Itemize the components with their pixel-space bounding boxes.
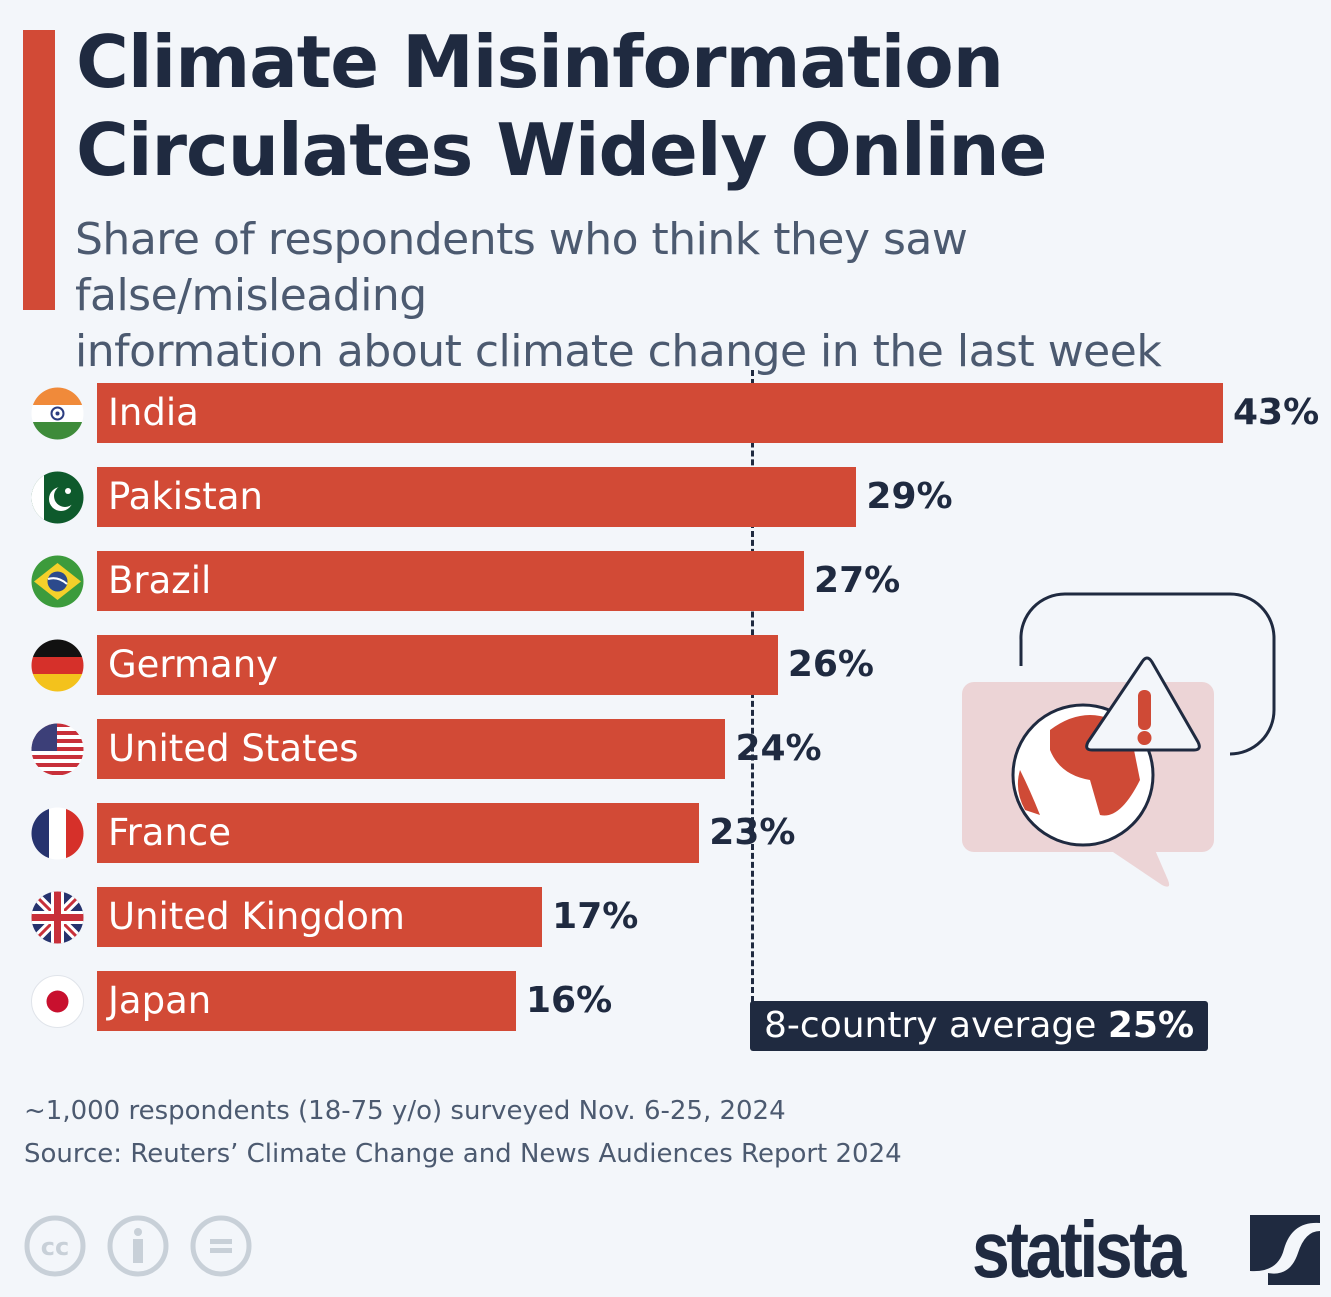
- bar: [97, 887, 543, 947]
- bar: [97, 803, 700, 863]
- globe-warning-illustration: [962, 592, 1276, 887]
- india-flag-icon: [31, 387, 84, 440]
- bar-value-label: 17%: [552, 896, 639, 937]
- bar-chart: 8-country average 25% India 43% Pakistan 29…: [0, 360, 1331, 1060]
- bar: [97, 971, 516, 1031]
- bar-row: Germany 26%: [0, 635, 1331, 695]
- bar-row: France 23%: [0, 803, 1331, 863]
- bar-value-label: 24%: [735, 728, 822, 769]
- usa-flag-icon: [31, 723, 84, 776]
- japan-flag-icon: [31, 975, 84, 1028]
- bar-value-label: 27%: [814, 560, 901, 601]
- bar-category-label: Pakistan: [108, 475, 263, 518]
- bar: [97, 383, 1223, 443]
- bar: [97, 719, 726, 779]
- source-note: Source: Reuters’ Climate Change and News…: [24, 1139, 902, 1169]
- attribution-icon[interactable]: [107, 1215, 169, 1277]
- creative-commons-icon[interactable]: cc: [24, 1215, 86, 1277]
- page-title: Climate Misinformation Circulates Widely …: [76, 18, 1047, 194]
- subtitle: Share of respondents who think they saw …: [75, 212, 1325, 380]
- germany-flag-icon: [31, 639, 84, 692]
- bar: [97, 551, 805, 611]
- bar-row: United States 24%: [0, 719, 1331, 779]
- brazil-flag-icon: [31, 555, 84, 608]
- bar-row: Pakistan 29%: [0, 467, 1331, 527]
- pakistan-flag-icon: [31, 471, 84, 524]
- bar-category-label: India: [108, 391, 199, 434]
- bar: [97, 635, 778, 695]
- france-flag-icon: [31, 807, 84, 860]
- average-label-text: 8-country average: [764, 1005, 1097, 1046]
- bar-row: Japan 16%: [0, 971, 1331, 1031]
- bar: [97, 467, 857, 527]
- bar-category-label: United Kingdom: [108, 895, 405, 938]
- average-value: 25%: [1107, 1005, 1195, 1046]
- statista-logo-mark-icon: [1250, 1215, 1320, 1285]
- bar-row: India 43%: [0, 383, 1331, 443]
- title-line-1: Climate Misinformation: [76, 20, 1004, 104]
- subtitle-line-2: information about climate change in the …: [75, 326, 1162, 377]
- bar-value-label: 26%: [787, 644, 874, 685]
- svg-text:cc: cc: [41, 1233, 69, 1261]
- bar-category-label: Brazil: [108, 559, 212, 602]
- bar-category-label: Japan: [108, 979, 212, 1022]
- bar-category-label: Germany: [108, 643, 279, 686]
- title-accent-bar: [23, 30, 55, 310]
- bar-category-label: United States: [108, 727, 359, 770]
- uk-flag-icon: [31, 891, 84, 944]
- average-label: 8-country average 25%: [750, 1001, 1209, 1051]
- bar-category-label: France: [108, 811, 232, 854]
- subtitle-line-1: Share of respondents who think they saw …: [75, 214, 968, 321]
- bar-value-label: 23%: [709, 812, 796, 853]
- bar-value-label: 16%: [525, 980, 613, 1021]
- no-derivatives-icon[interactable]: [190, 1215, 252, 1277]
- bar-row: United Kingdom 17%: [0, 887, 1331, 947]
- bar-value-label: 29%: [866, 476, 953, 517]
- survey-note: ~1,000 respondents (18-75 y/o) surveyed …: [24, 1096, 786, 1126]
- bar-value-label: 43%: [1233, 392, 1320, 433]
- title-line-2: Circulates Widely Online: [76, 108, 1047, 192]
- statista-logo[interactable]: statista: [972, 1205, 1186, 1294]
- bar-row: Brazil 27%: [0, 551, 1331, 611]
